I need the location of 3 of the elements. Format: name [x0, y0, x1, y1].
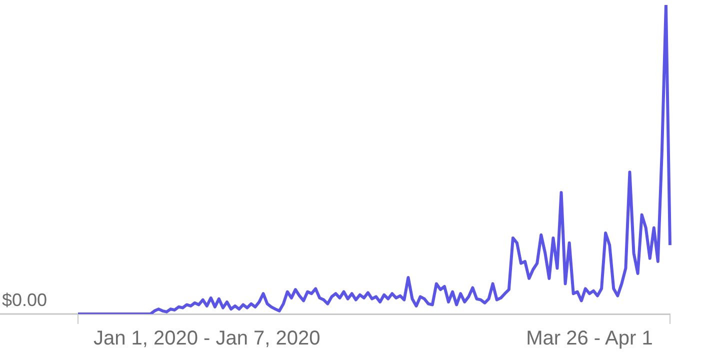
x-tick-label: Mar 26 - Apr 1: [526, 328, 653, 350]
text: $0.00: [2, 290, 48, 310]
x-tick-label: Jan 1, 2020 - Jan 7, 2020: [93, 328, 320, 350]
